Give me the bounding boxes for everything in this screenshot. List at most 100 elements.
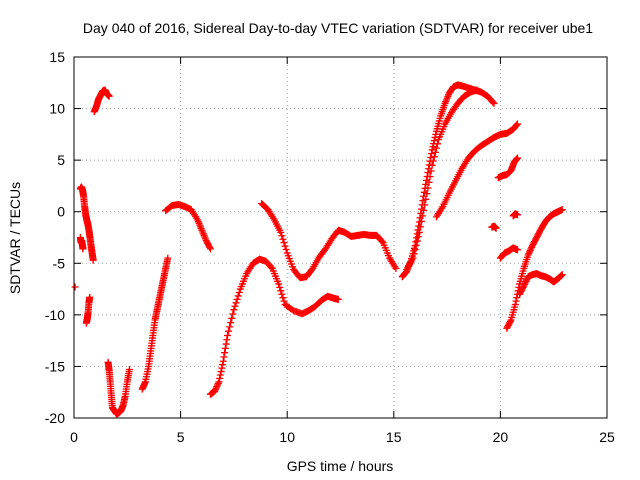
- plot-frame: [73, 56, 608, 419]
- data-point: [415, 228, 423, 236]
- data-point: [558, 271, 566, 279]
- data-point: [489, 98, 497, 106]
- data-point: [220, 353, 228, 361]
- x-tick-label: 0: [70, 429, 78, 445]
- data-point: [513, 121, 521, 129]
- data-point: [511, 301, 519, 309]
- data-point: [520, 282, 528, 290]
- data-point: [513, 211, 521, 219]
- data-point: [277, 228, 285, 236]
- axis-ticks: 0 5 10 15 20 25 -20 -15 -10 -5 0 5 10 15: [45, 49, 615, 445]
- data-point: [223, 336, 231, 344]
- data-point: [222, 340, 230, 348]
- data-point: [225, 327, 233, 335]
- data-point: [558, 206, 566, 214]
- data-point: [276, 283, 284, 291]
- series: [104, 358, 133, 418]
- x-tick-label: 5: [177, 429, 185, 445]
- data-point: [521, 280, 529, 288]
- data-point: [521, 279, 529, 287]
- data-point: [513, 154, 521, 162]
- y-axis-label: SDTVAR / TECUs: [7, 182, 23, 294]
- x-tick-label: 10: [279, 429, 295, 445]
- series: [509, 210, 521, 220]
- series: [403, 86, 481, 273]
- data-point: [218, 364, 226, 372]
- data-point: [524, 251, 532, 259]
- y-tick-label: 0: [57, 204, 65, 220]
- data-point: [267, 263, 275, 271]
- data-point: [431, 148, 439, 156]
- data-point: [71, 283, 79, 291]
- series: [496, 244, 521, 262]
- data-point: [423, 190, 431, 198]
- data-point: [414, 233, 422, 241]
- data-point: [235, 289, 243, 297]
- data-point: [425, 178, 433, 186]
- data-point: [281, 242, 289, 250]
- series: [90, 86, 113, 116]
- data-point: [279, 235, 287, 243]
- data-point: [429, 143, 437, 151]
- data-point: [278, 232, 286, 240]
- data-point: [206, 245, 214, 253]
- data-point: [227, 319, 235, 327]
- series: [516, 270, 566, 298]
- data-point: [427, 153, 435, 161]
- data-point: [513, 246, 521, 254]
- data-point: [557, 272, 565, 280]
- data-point: [421, 201, 429, 209]
- data-point: [214, 379, 222, 387]
- data-points: [71, 81, 566, 418]
- data-point: [434, 140, 442, 148]
- data-point: [228, 314, 236, 322]
- data-point: [216, 374, 224, 382]
- data-point: [424, 169, 432, 177]
- data-point: [221, 344, 229, 352]
- data-point: [229, 310, 237, 318]
- data-point: [513, 120, 521, 128]
- data-point: [280, 239, 288, 247]
- series: [138, 254, 172, 393]
- data-point: [490, 99, 498, 107]
- y-tick-label: -10: [45, 307, 65, 323]
- data-point: [522, 277, 530, 285]
- data-point: [277, 287, 285, 295]
- data-point: [432, 144, 440, 152]
- data-point: [525, 249, 533, 257]
- data-point: [213, 383, 221, 391]
- data-point: [233, 295, 241, 303]
- x-tick-label: 20: [493, 429, 509, 445]
- data-point: [413, 237, 421, 245]
- series: [206, 255, 342, 398]
- data-point: [219, 361, 227, 369]
- x-axis-label: GPS time / hours: [287, 458, 394, 474]
- y-tick-label: -5: [53, 255, 66, 271]
- chart-title: Day 040 of 2016, Sidereal Day-to-day VTE…: [83, 20, 593, 36]
- grid: [74, 57, 607, 418]
- data-point: [426, 173, 434, 181]
- series: [162, 200, 214, 253]
- data-point: [411, 246, 419, 254]
- series: [503, 206, 566, 332]
- data-point: [212, 384, 220, 392]
- data-point: [221, 349, 229, 357]
- data-point: [492, 224, 500, 232]
- data-point: [125, 366, 133, 374]
- data-point: [232, 299, 240, 307]
- data-point: [211, 387, 219, 395]
- data-point: [275, 280, 283, 288]
- data-point: [214, 381, 222, 389]
- y-tick-label: 10: [49, 101, 65, 117]
- data-point: [428, 161, 436, 169]
- data-point: [410, 250, 418, 258]
- data-point: [211, 386, 219, 394]
- data-point: [526, 248, 534, 256]
- series: [76, 183, 97, 264]
- data-point: [512, 297, 520, 305]
- data-point: [506, 317, 514, 325]
- data-point: [234, 292, 242, 300]
- y-tick-label: -15: [45, 358, 65, 374]
- data-point: [527, 245, 535, 253]
- data-point: [473, 86, 481, 94]
